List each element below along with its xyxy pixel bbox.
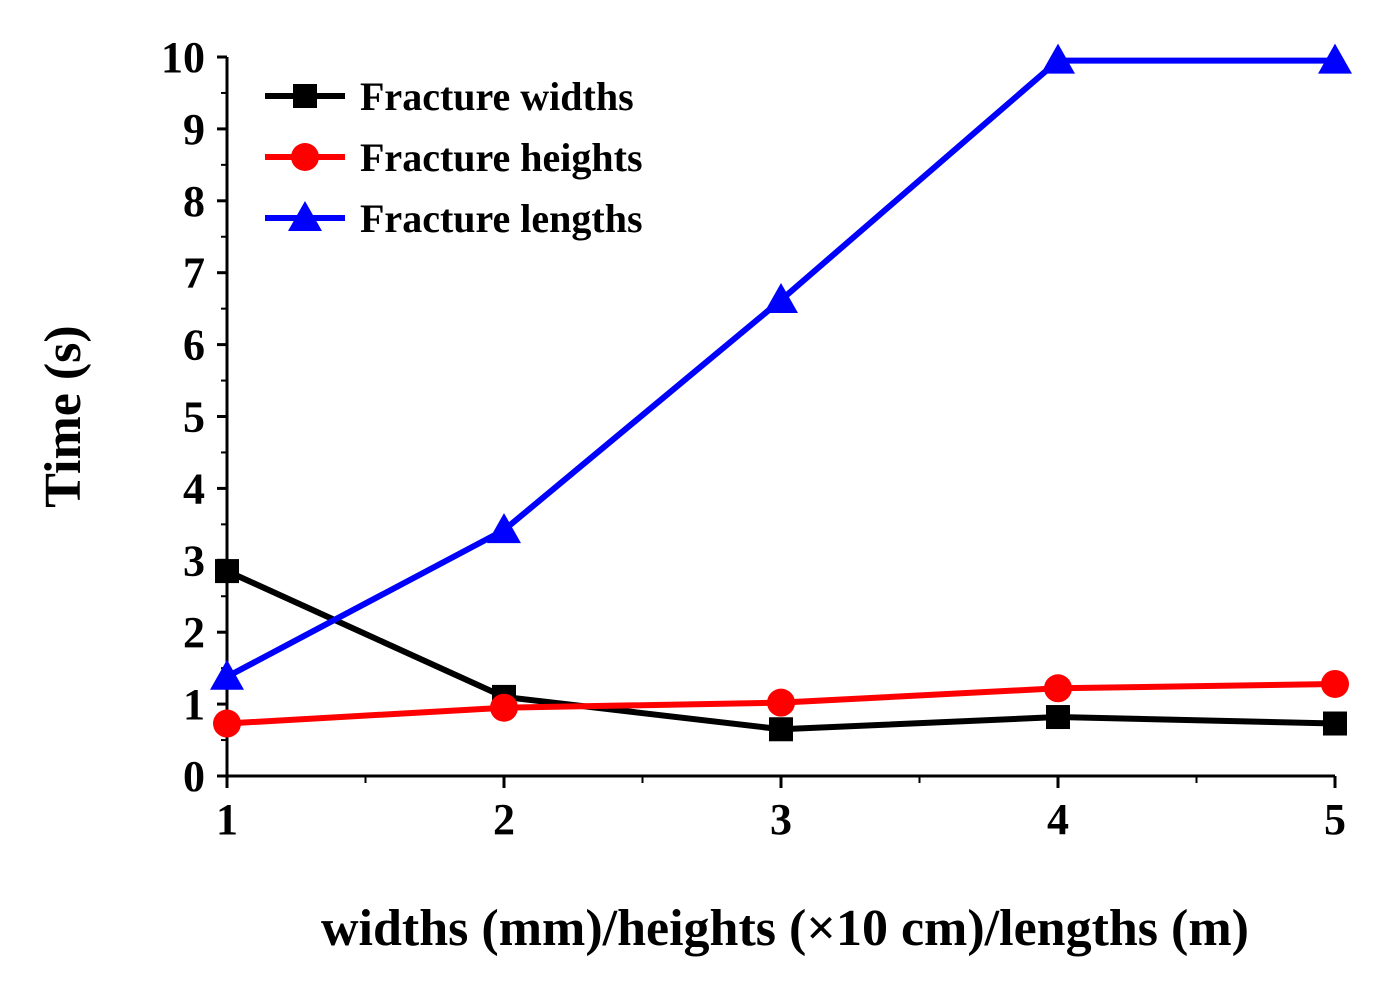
data-point [1046, 705, 1070, 730]
data-point [1323, 711, 1347, 736]
series-3 [210, 43, 1352, 690]
x-tick-label: 2 [493, 795, 515, 844]
series-lines [210, 43, 1352, 742]
data-point [210, 659, 244, 690]
legend-label: Fracture lengths [360, 196, 643, 241]
legend-item: Fracture lengths [265, 196, 643, 241]
y-tick-label: 3 [183, 536, 205, 585]
y-tick-label: 1 [183, 680, 205, 729]
data-point [487, 513, 521, 544]
y-tick-label: 8 [183, 177, 205, 226]
data-point [769, 717, 793, 742]
series-2 [213, 669, 1349, 738]
data-point [1318, 43, 1352, 74]
x-tick-label: 3 [770, 795, 792, 844]
y-tick-label: 6 [183, 321, 205, 370]
legend-label: Fracture widths [360, 74, 634, 119]
x-tick-label: 1 [216, 795, 238, 844]
legend-label: Fracture heights [360, 135, 643, 180]
legend-marker [291, 143, 319, 171]
data-point [213, 709, 241, 738]
data-point [764, 283, 798, 314]
legend-marker [293, 84, 317, 108]
legend-item: Fracture heights [265, 135, 643, 180]
data-point [767, 688, 795, 717]
y-tick-label: 0 [183, 752, 205, 801]
x-tick-label: 4 [1047, 795, 1069, 844]
y-tick-label: 2 [183, 608, 205, 657]
y-axis-title: Time (s) [35, 325, 92, 507]
legend: Fracture widths Fracture heights Fracture … [265, 74, 643, 241]
y-tick-label: 5 [183, 393, 205, 442]
legend-item: Fracture widths [265, 74, 634, 119]
legend-marker [288, 201, 322, 231]
data-point [1041, 43, 1075, 74]
data-point [490, 693, 518, 722]
data-point [1044, 674, 1072, 703]
x-axis-title: widths (mm)/heights (×10 cm)/lengths (m) [321, 900, 1249, 957]
data-point [1321, 669, 1349, 698]
y-tick-label: 9 [183, 105, 205, 154]
y-tick-label: 7 [183, 249, 205, 298]
x-tick-label: 5 [1324, 795, 1346, 844]
y-tick-label: 10 [161, 33, 205, 82]
data-point [215, 559, 239, 584]
y-tick-label: 4 [183, 464, 205, 513]
series-1 [215, 559, 1347, 742]
